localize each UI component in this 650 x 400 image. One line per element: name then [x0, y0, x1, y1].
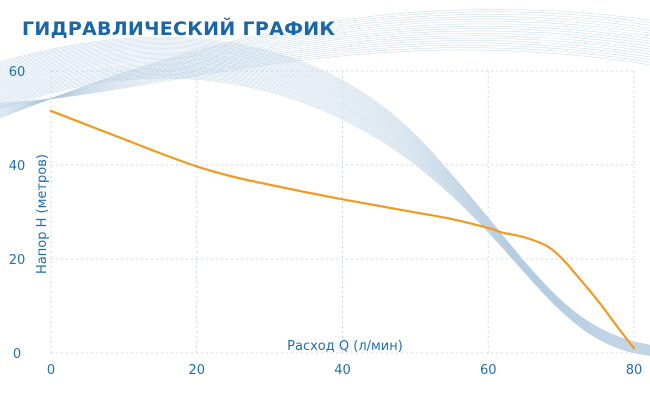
- grid-lines: [50, 70, 635, 354]
- swoosh-line: [0, 59, 650, 352]
- swoosh-line: [0, 8, 650, 119]
- x-tick-label: 80: [626, 363, 643, 378]
- swoosh-line: [0, 55, 650, 351]
- swoosh-line: [0, 44, 650, 348]
- swoosh-line: [0, 51, 650, 350]
- y-tick-label: 0: [13, 347, 21, 362]
- y-axis-label: Напор H (метров): [35, 154, 50, 274]
- swoosh-line: [0, 69, 650, 354]
- chart-title: ГИДРАВЛИЧЕСКИЙ ГРАФИК: [22, 17, 335, 40]
- tick-labels: 0 20 40 60 80 0 20 40 60: [9, 65, 643, 378]
- swoosh-line: [0, 58, 650, 351]
- swoosh-line: [0, 72, 650, 355]
- swoosh-line: [0, 50, 650, 349]
- swoosh-line: [0, 54, 650, 350]
- series-line: [49, 109, 636, 350]
- swoosh-line: [0, 43, 650, 347]
- swoosh-line: [0, 53, 650, 350]
- swoosh-line: [0, 61, 650, 352]
- swoosh-line: [0, 56, 650, 351]
- swoosh-line: [0, 75, 650, 356]
- x-tick-label: 60: [480, 363, 497, 378]
- x-tick-label: 40: [334, 363, 351, 378]
- swoosh-line: [0, 77, 650, 356]
- background-swoosh-decoration: [0, 8, 650, 356]
- swoosh-line: [0, 36, 650, 346]
- swoosh-line: [0, 40, 650, 347]
- swoosh-line: [0, 49, 650, 349]
- swoosh-line: [0, 49, 650, 104]
- series-layer: [49, 109, 636, 350]
- swoosh-line: [0, 71, 650, 355]
- swoosh-line: [0, 76, 650, 356]
- swoosh-line: [0, 39, 650, 346]
- x-tick-label: 0: [47, 363, 55, 378]
- swoosh-line: [0, 41, 650, 347]
- swoosh-line: [0, 48, 650, 349]
- y-tick-label: 60: [9, 65, 26, 80]
- swoosh-line: [0, 45, 650, 348]
- x-axis-label: Расход Q (л/мин): [287, 339, 403, 354]
- swoosh-line: [0, 11, 650, 118]
- y-tick-label: 20: [9, 253, 26, 268]
- swoosh-line: [0, 74, 650, 355]
- x-tick-label: 20: [188, 363, 205, 378]
- y-tick-label: 40: [9, 159, 26, 174]
- swoosh-line: [0, 38, 650, 346]
- swoosh-line: [0, 70, 650, 354]
- swoosh-line: [0, 62, 650, 353]
- swoosh-line: [0, 46, 650, 348]
- swoosh-line: [0, 60, 650, 352]
